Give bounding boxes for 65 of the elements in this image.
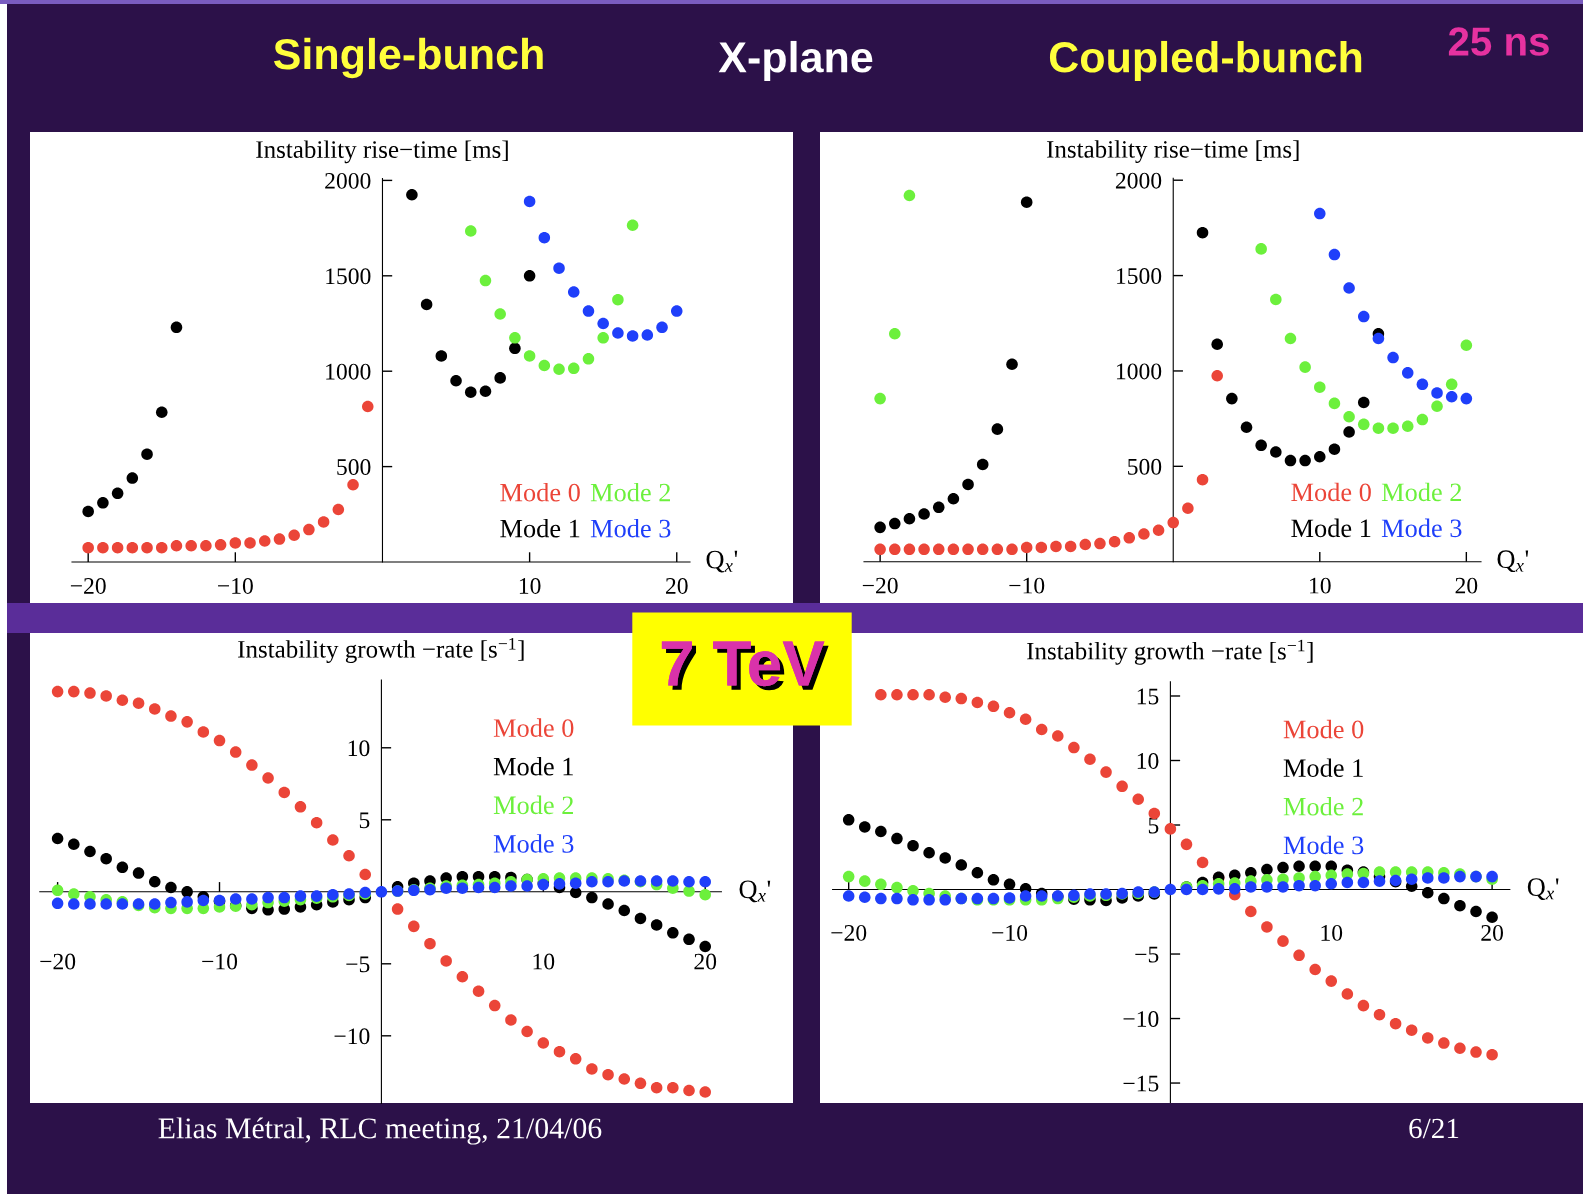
x-tick-label: −10	[1009, 577, 1045, 594]
text: Mode 1	[500, 518, 580, 538]
series-label: Mode 2	[1381, 482, 1462, 502]
series-label: Mode 3	[1283, 835, 1364, 855]
x-tick-label: −20	[831, 924, 867, 941]
text: Mode 0	[1291, 482, 1371, 502]
y-axis-title: Instability rise−time [ms]	[256, 140, 508, 164]
x-axis-title: Q$_{x}$'	[1497, 550, 1529, 573]
x-tick-label: 20	[665, 577, 688, 594]
y-tick-label: 5	[1148, 817, 1159, 834]
x-tick-label: −10	[992, 924, 1028, 941]
y-tick-label: −5	[346, 956, 370, 973]
text: Mode 1	[1283, 758, 1363, 777]
x-tick-label: 20	[1455, 577, 1478, 594]
x-tick-label: 10	[1321, 924, 1343, 941]
series-label: Mode 2	[1283, 797, 1363, 816]
x-tick-label: 20	[694, 953, 717, 970]
y-axis-title: Instability rise−time [ms]	[1046, 140, 1299, 163]
y-tick-label: 10	[1137, 752, 1159, 769]
y-tick-label: 1000	[326, 363, 371, 380]
text: 6/21	[1409, 1118, 1459, 1139]
series-label: Mode 3	[493, 834, 574, 853]
text: Mode 0	[493, 718, 574, 737]
text: Coupled-bunch	[1049, 40, 1362, 82]
text: Elias Métral, RLC meeting, 21/04/06	[158, 1117, 602, 1145]
y-tick-label: 1500	[326, 268, 371, 285]
text: Mode 1	[493, 756, 573, 776]
y-tick-label: 1000	[1116, 363, 1162, 380]
y-tick-label: −5	[1135, 946, 1159, 963]
x-tick-label: 20	[1481, 924, 1504, 941]
y-tick-label: 500	[1128, 458, 1162, 475]
x-tick-label: −10	[202, 953, 238, 970]
x-tick-label: 10	[1310, 577, 1331, 594]
x-tick-label: −20	[40, 953, 76, 970]
y-tick-label: −10	[334, 1028, 370, 1045]
y-tick-label: 2000	[325, 172, 371, 189]
series-label: Mode 1	[1291, 518, 1371, 538]
x-axis-title: Q$_{x}$'	[706, 550, 738, 573]
y-tick-label: 1500	[1116, 268, 1162, 284]
y-tick-label: 5	[359, 812, 370, 829]
y-tick-label: −10	[1123, 1011, 1159, 1027]
y-axis-title: Instability growth −rate [s$^{−1}$]	[238, 637, 524, 663]
text: Mode 0	[500, 482, 580, 502]
text: Mode 3	[1381, 518, 1462, 538]
y-tick-label: 500	[337, 459, 371, 476]
x-axis-title: Q$_{x}$'	[739, 880, 771, 903]
y-tick-label: −15	[1123, 1075, 1159, 1092]
text: 25 ns	[1448, 27, 1549, 56]
text: Single-bunch	[273, 37, 543, 79]
y-axis-title: Instability growth −rate [s$^{−1}$]	[1027, 639, 1313, 665]
text: Mode 0	[1283, 719, 1364, 739]
text: Mode 2	[493, 795, 573, 815]
x-tick-label: 10	[519, 577, 541, 594]
x-tick-label: 10	[533, 953, 555, 970]
x-tick-label: −20	[70, 577, 106, 594]
x-axis-title: Q$_{x}$'	[1527, 878, 1559, 900]
y-tick-label: 2000	[1115, 172, 1162, 189]
text: Mode 3	[590, 518, 671, 538]
text: Mode 2	[590, 482, 670, 502]
text: X-plane	[718, 40, 873, 82]
y-tick-label: 10	[348, 740, 370, 757]
x-tick-label: −20	[862, 577, 898, 594]
x-tick-label: −10	[218, 577, 253, 594]
annotation: 7 TeV	[661, 641, 829, 691]
y-tick-label: 15	[1137, 688, 1159, 705]
